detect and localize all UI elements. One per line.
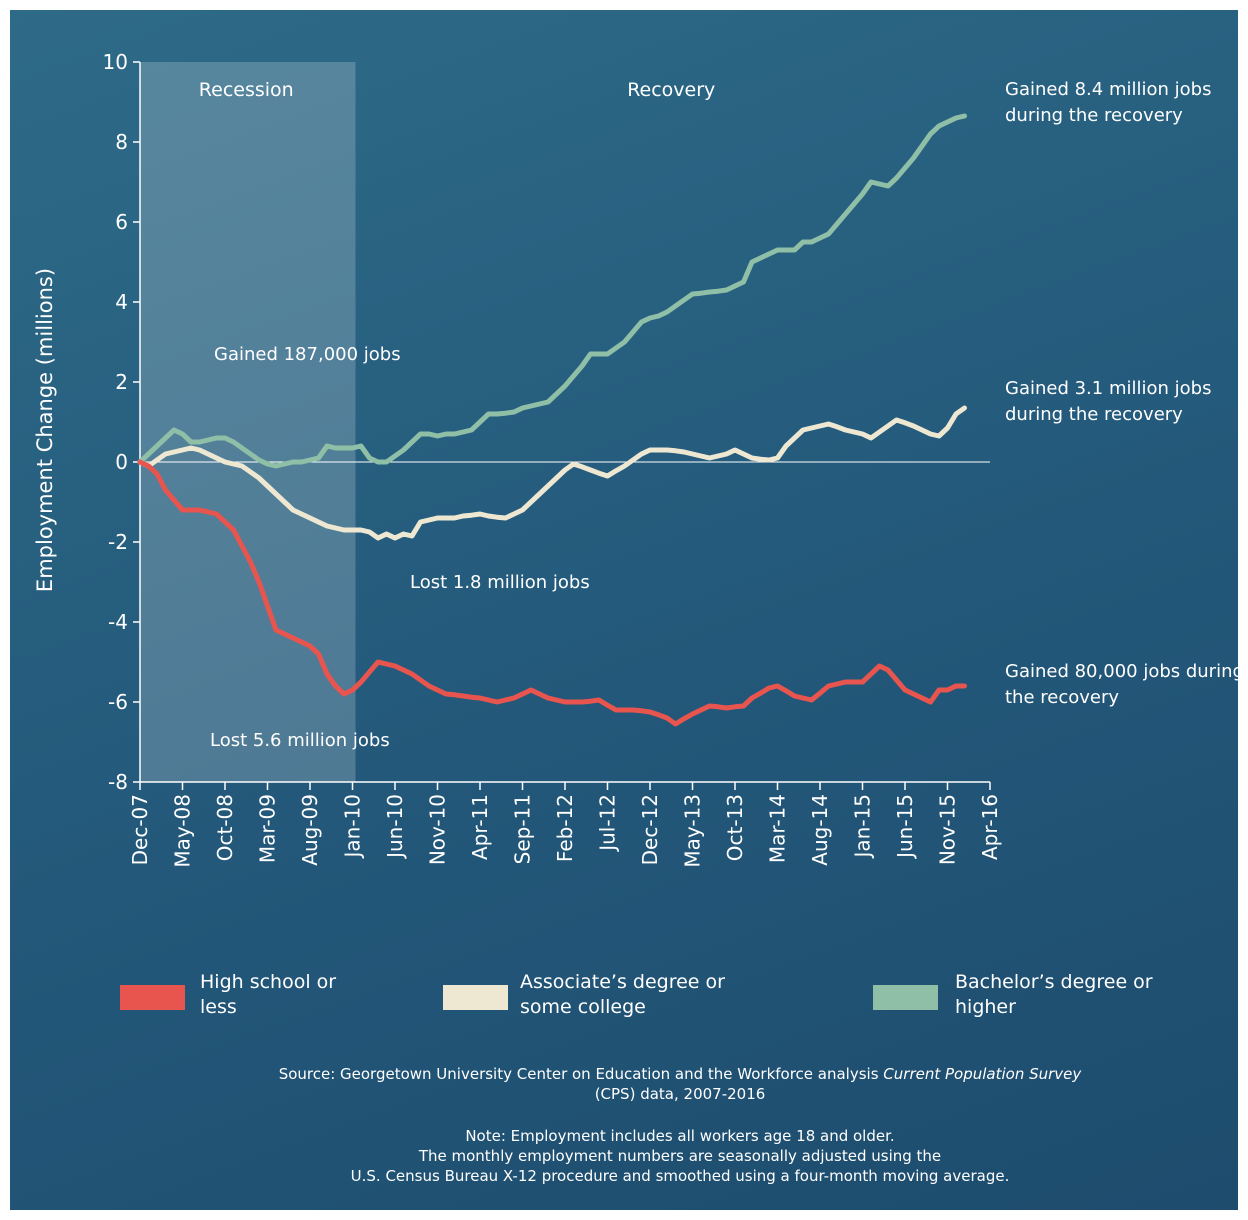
x-tick-label: Jan-15 [851, 794, 875, 860]
y-tick-label: 8 [115, 130, 128, 154]
y-tick-label: 0 [115, 450, 128, 474]
legend-label: Bachelor’s degree or higher [955, 971, 1153, 1018]
legend-swatch [443, 985, 508, 1010]
y-tick-label: 4 [115, 290, 128, 314]
x-tick-label: Dec-07 [128, 794, 152, 865]
x-tick-label: Jun-10 [383, 794, 407, 860]
annotation: Gained 80,000 jobs during the recovery [1005, 661, 1244, 708]
x-tick-label: Oct-08 [213, 794, 237, 861]
x-tick-label: Mar-09 [256, 794, 280, 863]
series-line [137, 459, 967, 727]
source-text: Source: Georgetown University Center on … [278, 1065, 884, 1083]
y-tick-label: 10 [103, 50, 128, 74]
x-tick-label: Jul-12 [596, 794, 620, 853]
note: Note: Employment includes all workers ag… [270, 1126, 1090, 1186]
x-tick-label: Nov-10 [426, 794, 450, 865]
legend-swatch [873, 985, 938, 1010]
x-tick-label: Dec-12 [638, 794, 662, 865]
y-tick-label: 6 [115, 210, 128, 234]
source-text: (CPS) data, 2007-2016 [594, 1085, 766, 1103]
y-tick-label: 2 [115, 370, 128, 394]
y-tick-label: -8 [108, 770, 128, 794]
x-tick-label: Aug-14 [808, 794, 832, 866]
x-tick-label: Apr-11 [468, 794, 492, 860]
series-line [137, 113, 967, 469]
annotation: Lost 1.8 million jobs [410, 572, 590, 593]
annotation: Gained 187,000 jobs [214, 344, 401, 365]
x-tick-label: May-13 [681, 794, 705, 868]
note-line: The monthly employment numbers are seaso… [418, 1147, 942, 1165]
annotation: Gained 3.1 million jobs during the recov… [1005, 378, 1212, 425]
y-tick-label: -2 [108, 530, 128, 554]
x-tick-label: Apr-16 [978, 794, 1002, 860]
note-line: Note: Employment includes all workers ag… [465, 1127, 895, 1145]
legend-label: High school or less [200, 971, 337, 1018]
x-tick-label: Jan-10 [341, 794, 365, 860]
y-tick-label: -6 [108, 690, 128, 714]
y-axis-title: Employment Change (millions) [33, 268, 57, 592]
x-tick-label: Nov-15 [936, 794, 960, 865]
x-tick-label: May-08 [171, 794, 195, 868]
note-line: U.S. Census Bureau X-12 procedure and sm… [350, 1167, 1010, 1185]
source: Source: Georgetown University Center on … [270, 1064, 1090, 1104]
x-tick-label: Aug-09 [298, 794, 322, 866]
x-tick-label: Oct-13 [723, 794, 747, 861]
x-tick-label: Mar-14 [766, 794, 790, 863]
annotation: Gained 8.4 million jobs during the recov… [1005, 79, 1212, 126]
recession-shading [140, 62, 356, 782]
chart-background [10, 10, 1238, 1210]
legend-swatch [120, 985, 185, 1010]
period-label: Recovery [627, 79, 715, 101]
series-line [137, 405, 967, 541]
legend-label: Associate’s degree or some college [520, 971, 725, 1018]
x-tick-label: Sep-11 [511, 794, 535, 864]
y-tick-label: -4 [108, 610, 128, 634]
period-label: Recession [199, 79, 294, 101]
x-tick-label: Feb-12 [553, 794, 577, 862]
x-tick-label: Jun-15 [893, 794, 917, 860]
source-text: Current Population Survey [883, 1065, 1082, 1083]
annotation: Lost 5.6 million jobs [210, 730, 390, 751]
